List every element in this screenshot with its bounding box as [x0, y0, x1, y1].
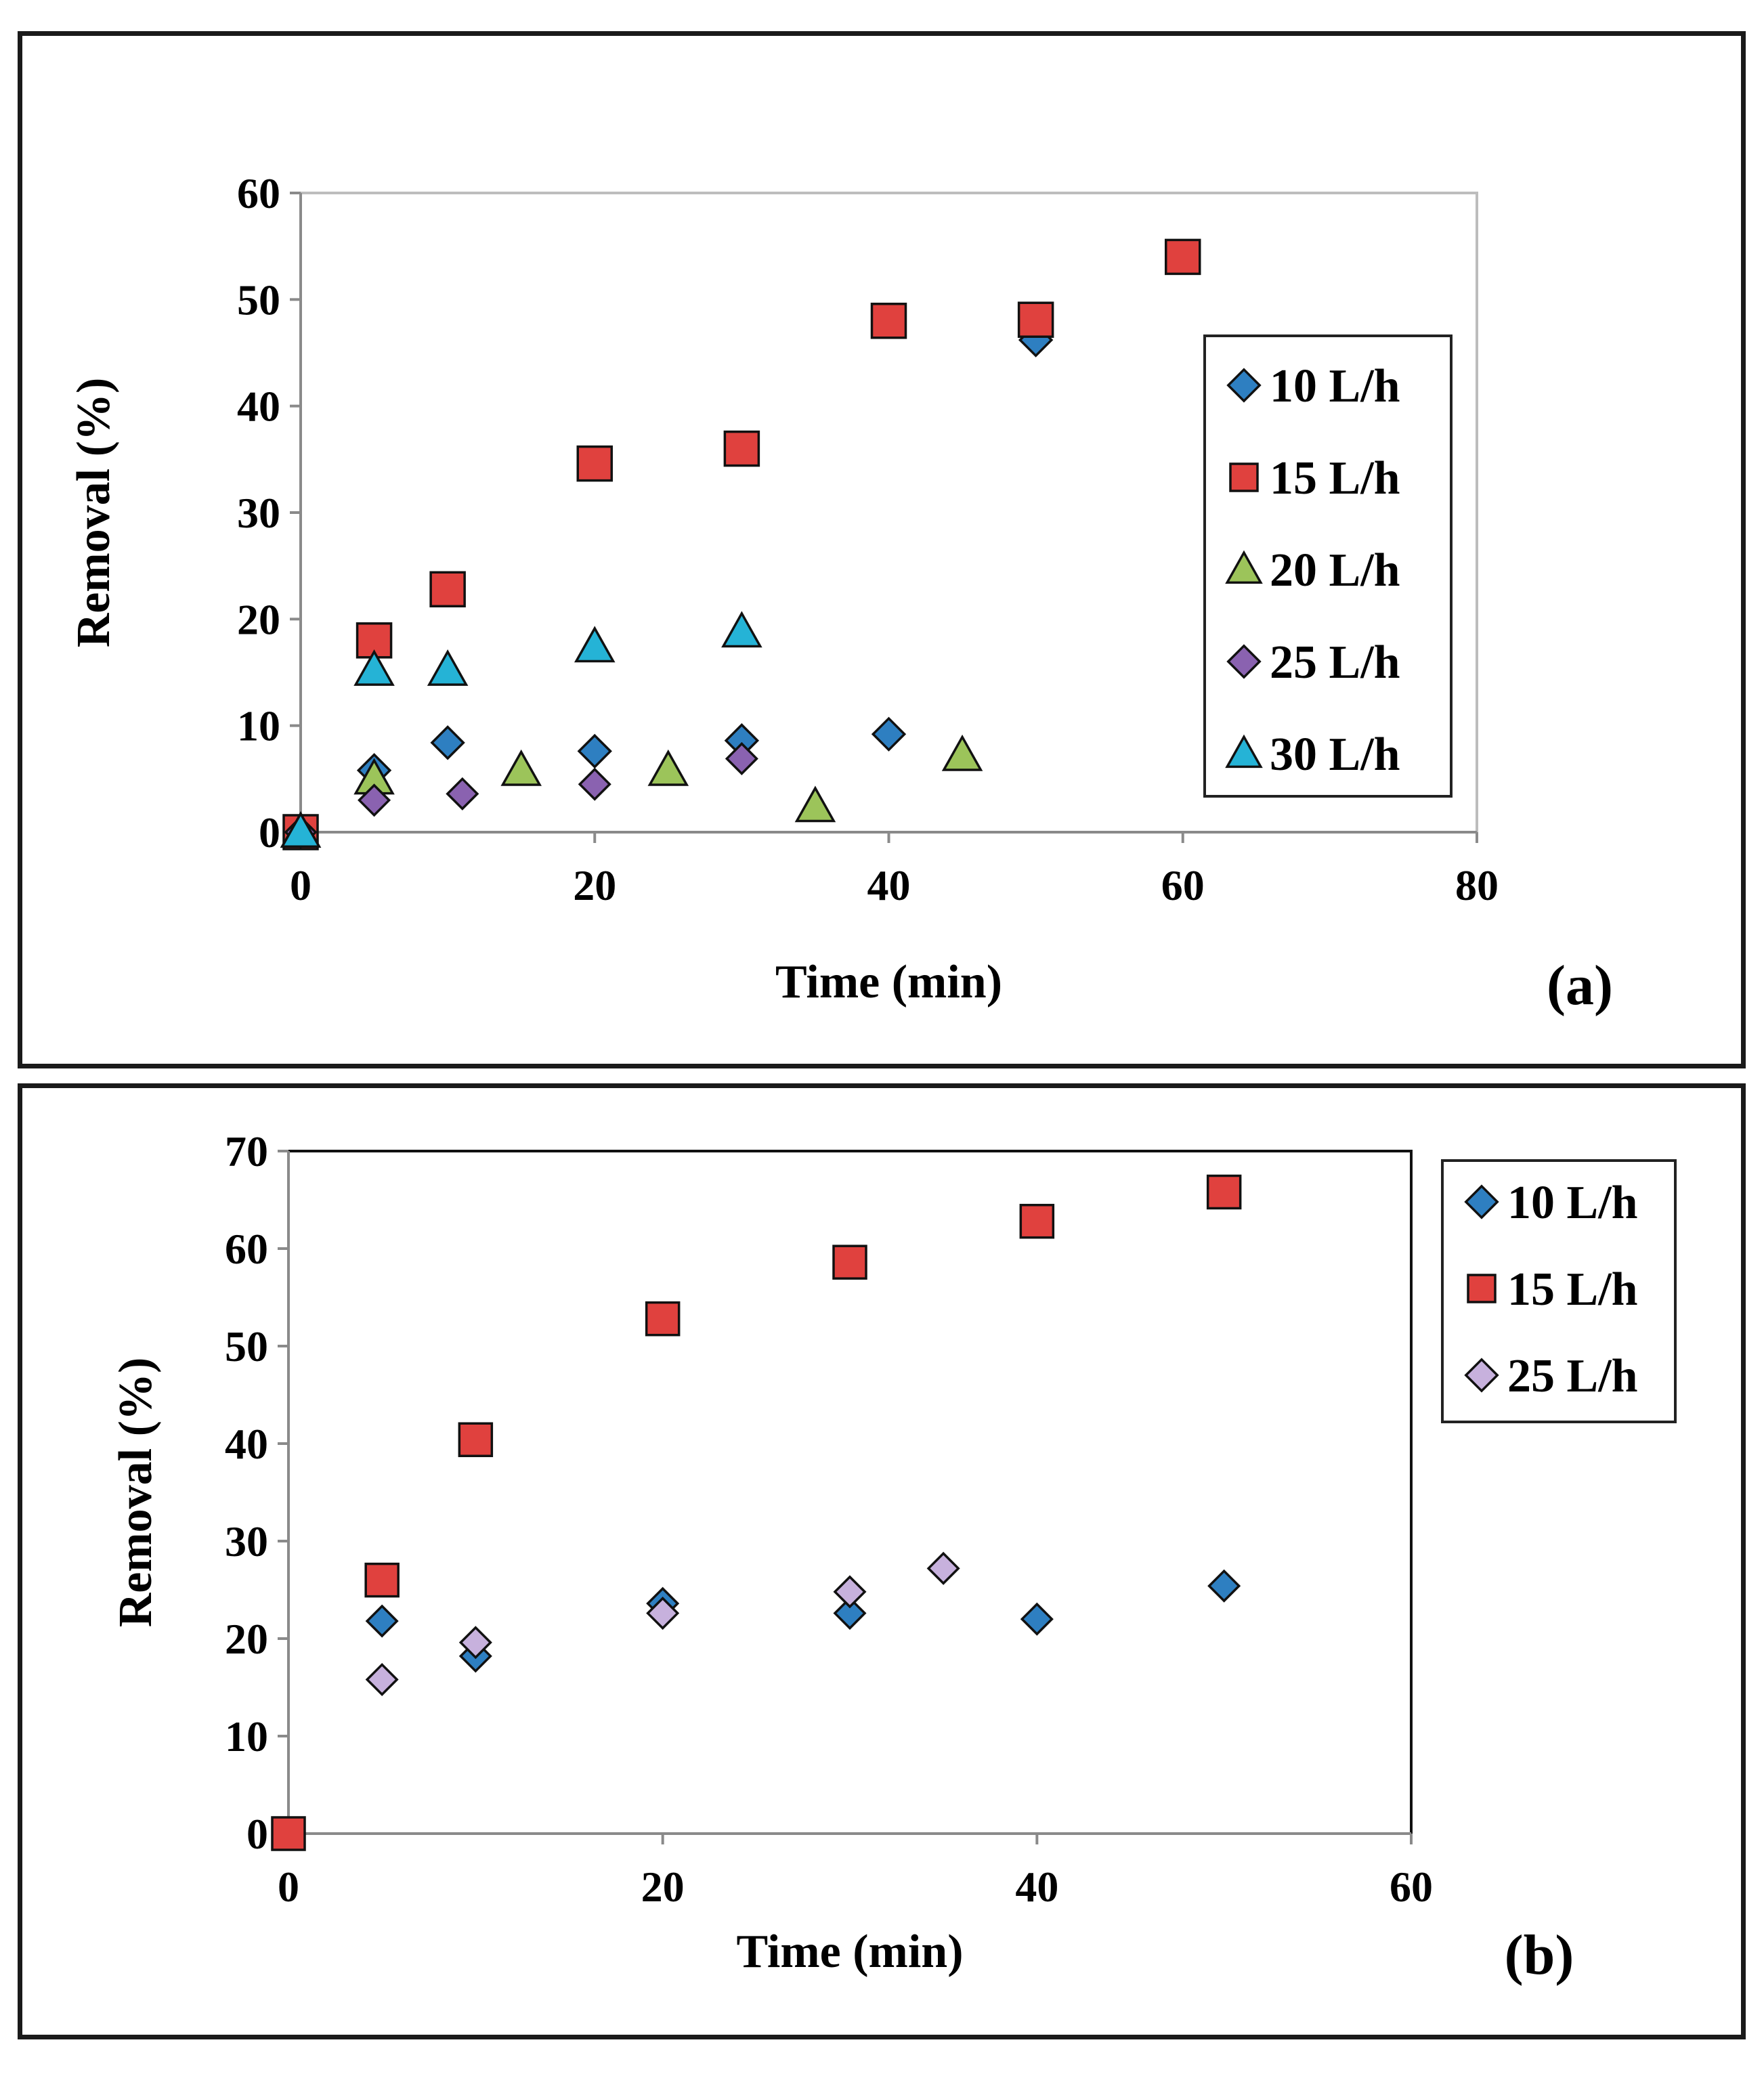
data-point [941, 734, 983, 771]
legend-label: 10 L/h [1507, 1177, 1638, 1229]
legend-marker [1226, 644, 1262, 679]
data-point [427, 649, 469, 686]
y-tick-label: 0 [246, 1810, 268, 1858]
legend-marker [1464, 1184, 1499, 1219]
data-point [500, 749, 542, 786]
y-tick-label: 30 [225, 1517, 268, 1565]
y-axis-title: Removal (%) [68, 378, 120, 648]
chart-b-canvas: 0 10 20 30 40 50 60 70 0 20 40 60 Time (min) Removal … [110, 1127, 1677, 1987]
data-point [645, 1301, 681, 1337]
data-point [871, 716, 907, 752]
legend-label: 25 L/h [1270, 636, 1400, 689]
data-point [364, 1562, 400, 1598]
y-tick-label: 40 [225, 1420, 268, 1468]
data-point [926, 1551, 960, 1585]
data-point [1207, 1569, 1241, 1603]
legend-marker [1225, 550, 1263, 584]
data-point [430, 725, 465, 760]
data-point [723, 430, 760, 467]
data-point [832, 1245, 867, 1280]
data-point [721, 611, 762, 648]
x-tick-label: 80 [1455, 861, 1499, 909]
y-tick-label: 20 [225, 1615, 268, 1663]
data-point [358, 783, 391, 817]
y-tick-label: 50 [237, 276, 280, 324]
data-point [271, 1816, 306, 1851]
data-point [1017, 301, 1054, 338]
x-tick-label: 40 [1015, 1863, 1058, 1911]
x-tick-label: 40 [867, 861, 911, 909]
y-tick-label: 30 [237, 489, 280, 537]
x-tick-label: 0 [278, 1863, 299, 1911]
data-point [833, 1575, 867, 1609]
series-25-l-h [365, 1551, 960, 1696]
legend-marker [1467, 1274, 1497, 1303]
series-30-l-h [280, 611, 762, 848]
y-tick-label: 60 [237, 169, 280, 217]
legend-marker [1226, 368, 1262, 403]
chart-panel-b: 0 10 20 30 40 50 60 70 0 20 40 60 Time (min) Removal … [18, 1083, 1746, 2039]
data-point [365, 1604, 399, 1638]
chart-a-canvas: 0 10 20 30 40 50 60 0 20 40 60 80 Time (min) Removal … [68, 169, 1613, 1017]
legend-marker [1225, 734, 1263, 769]
x-tick-label: 20 [641, 1863, 685, 1911]
data-point [574, 626, 616, 663]
legend-label: 25 L/h [1507, 1350, 1638, 1402]
data-point [833, 1597, 867, 1630]
y-tick-label: 10 [225, 1712, 268, 1760]
legend-label: 20 L/h [1270, 544, 1400, 597]
y-tick-label: 40 [237, 383, 280, 431]
y-tick-label: 0 [259, 808, 280, 857]
series-15-l-h [271, 1174, 1242, 1851]
data-point [280, 811, 322, 848]
x-tick-label: 60 [1161, 861, 1205, 909]
data-point [870, 303, 907, 339]
y-axis-title: Removal (%) [110, 1358, 162, 1628]
x-axis-title: Time (min) [736, 1926, 963, 1978]
y-tick-label: 20 [237, 595, 280, 643]
legend-marker [1229, 462, 1259, 492]
x-tick-label: 0 [290, 861, 311, 909]
data-point [458, 1422, 494, 1457]
chart-panel-a: 0 10 20 30 40 50 60 0 20 40 60 80 Time (min) Removal … [18, 31, 1746, 1068]
data-point [458, 1626, 492, 1660]
data-point [646, 1597, 680, 1630]
legend-marker [1464, 1358, 1499, 1393]
data-point [1165, 238, 1201, 276]
data-point [577, 733, 612, 769]
data-point [647, 749, 689, 786]
legend-label: 30 L/h [1270, 729, 1400, 781]
data-point [576, 445, 613, 482]
data-point [794, 785, 836, 823]
legend-label: 15 L/h [1507, 1263, 1638, 1316]
x-axis-title: Time (min) [775, 956, 1002, 1008]
data-point [353, 649, 395, 686]
legend-label: 15 L/h [1270, 452, 1400, 504]
data-point [725, 741, 758, 775]
y-tick-label: 10 [237, 702, 280, 750]
series-15-l-h [282, 238, 1201, 850]
panel-label: (a) [1547, 954, 1613, 1017]
data-point [1020, 1602, 1054, 1636]
y-tick-label: 60 [225, 1225, 268, 1273]
y-tick-label: 50 [225, 1322, 268, 1370]
series-10-l-h [365, 1569, 1241, 1673]
data-point [578, 767, 611, 801]
y-tick-label: 70 [225, 1127, 268, 1175]
data-point [1206, 1174, 1242, 1210]
data-point [1019, 1203, 1055, 1239]
panel-label: (b) [1505, 1924, 1574, 1987]
legend-label: 10 L/h [1270, 360, 1400, 412]
data-point [365, 1662, 399, 1696]
series-25-l-h [284, 741, 758, 849]
data-point [429, 571, 466, 608]
x-tick-label: 20 [573, 861, 616, 909]
x-tick-label: 60 [1390, 1863, 1433, 1911]
data-point [446, 777, 479, 810]
